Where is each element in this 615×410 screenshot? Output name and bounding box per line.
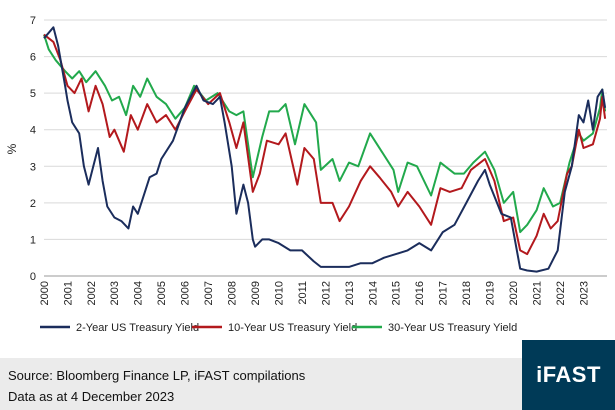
chart-legend: 2-Year US Treasury Yield 10-Year US Treas… <box>40 322 517 334</box>
x-tick-label: 2007 <box>203 281 215 305</box>
series-line-3 <box>43 34 607 234</box>
source-text: Source: Bloomberg Finance LP, iFAST comp… <box>8 368 306 383</box>
y-tick-label: 3 <box>30 161 36 173</box>
x-tick-label: 2012 <box>320 281 332 305</box>
x-tick-label: 2021 <box>531 281 543 305</box>
y-tick-label: 2 <box>30 198 36 210</box>
y-tick-label: 4 <box>30 125 36 137</box>
x-tick-label: 2006 <box>180 281 192 305</box>
series-line-1 <box>43 26 607 273</box>
x-tick-label: 2005 <box>156 281 168 305</box>
y-tick-label: 6 <box>30 52 36 64</box>
y-tick-label: 5 <box>30 88 36 100</box>
x-tick-label: 2010 <box>273 281 285 305</box>
x-tick-label: 2019 <box>485 281 497 305</box>
legend-label-1: 2-Year US Treasury Yield <box>76 322 199 334</box>
legend-label-2: 10-Year US Treasury Yield <box>228 322 357 334</box>
x-tick-label: 2014 <box>367 281 379 305</box>
x-tick-label: 2016 <box>414 281 426 305</box>
legend-label-3: 30-Year US Treasury Yield <box>388 322 517 334</box>
y-tick-label: 7 <box>30 15 36 27</box>
x-tick-label: 2023 <box>578 281 590 305</box>
x-tick-label: 2004 <box>133 281 145 305</box>
y-tick-labels: 0 1 2 3 4 5 6 7 <box>30 15 36 283</box>
x-tick-label: 2018 <box>461 281 473 305</box>
x-tick-label: 2022 <box>555 281 567 305</box>
x-tick-label: 2003 <box>109 281 121 305</box>
series-lines <box>43 26 607 273</box>
x-tick-label: 2008 <box>227 281 239 305</box>
x-tick-labels: 2000 2001 2002 2003 2004 2005 2006 2007 2008 2009… <box>39 281 591 305</box>
x-tick-label: 2001 <box>62 281 74 305</box>
x-tick-label: 2011 <box>297 281 309 305</box>
x-tick-label: 2020 <box>508 281 520 305</box>
brand-logo: iFAST <box>522 340 615 410</box>
x-tick-label: 2002 <box>86 281 98 305</box>
x-tick-label: 2015 <box>391 281 403 305</box>
series-line-2 <box>43 33 607 256</box>
data-date-text: Data as at 4 December 2023 <box>8 389 175 404</box>
source-footer: Source: Bloomberg Finance LP, iFAST comp… <box>0 358 615 410</box>
y-axis-label: % <box>5 143 19 154</box>
y-tick-label: 0 <box>30 271 36 283</box>
x-tick-label: 2013 <box>344 281 356 305</box>
y-tick-label: 1 <box>30 234 36 246</box>
x-tick-label: 2009 <box>250 281 262 305</box>
x-tick-label: 2000 <box>39 281 51 305</box>
x-tick-label: 2017 <box>438 281 450 305</box>
